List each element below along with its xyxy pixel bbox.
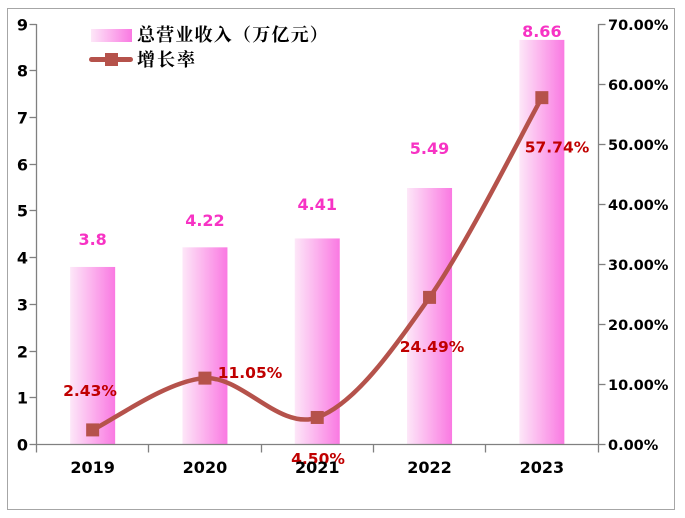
right-axis-label: 70.00% — [608, 18, 669, 34]
line-data-label: 4.50% — [291, 450, 345, 468]
legend-line-series-label: 增长率 — [137, 45, 197, 72]
bar-2019 — [70, 266, 116, 445]
line-marker-2023 — [535, 91, 549, 105]
x-axis-label: 2019 — [70, 458, 115, 477]
right-axis-label: 40.00% — [608, 198, 669, 214]
right-axis-label: 60.00% — [608, 78, 669, 94]
line-marker-2021 — [310, 410, 324, 424]
bar-data-label: 8.66 — [522, 22, 561, 41]
growth-rate-line — [90, 95, 545, 433]
left-axis-label: 6 — [17, 155, 28, 174]
left-axis-label: 5 — [17, 201, 28, 220]
left-axis-label: 1 — [17, 388, 28, 407]
bar-2020 — [182, 247, 228, 445]
legend-bar-swatch — [91, 29, 132, 42]
line-data-label: 11.05% — [218, 364, 283, 382]
bar-data-label: 3.8 — [78, 230, 106, 249]
line-data-label: 24.49% — [400, 338, 465, 356]
x-axis-label: 2022 — [407, 458, 452, 477]
left-axis-label: 9 — [17, 15, 28, 34]
line-marker-2019 — [86, 423, 100, 437]
bar-data-label: 4.22 — [185, 211, 224, 230]
x-axis-label: 2020 — [183, 458, 228, 477]
x-axis-label: 2021 — [295, 458, 340, 477]
right-axis-label: 0.00% — [608, 438, 659, 454]
left-axis-label: 8 — [17, 61, 28, 80]
right-axis-label: 20.00% — [608, 318, 669, 334]
left-axis-label: 2 — [17, 342, 28, 361]
legend-bar-series-label: 总营业收入（万亿元） — [137, 21, 329, 47]
left-axis-label: 4 — [17, 248, 28, 267]
legend-line-marker-icon — [104, 52, 118, 66]
right-axis-label: 30.00% — [608, 258, 669, 274]
left-axis-label: 7 — [17, 108, 28, 127]
left-axis-label: 0 — [17, 435, 28, 454]
right-axis-label: 50.00% — [608, 138, 669, 154]
line-data-label: 2.43% — [63, 382, 117, 400]
bar-2023 — [519, 39, 565, 445]
line-data-label: 57.74% — [525, 138, 590, 156]
right-axis-label: 10.00% — [608, 378, 669, 394]
bar-data-label: 4.41 — [298, 195, 337, 214]
line-marker-2022 — [423, 290, 437, 304]
x-axis-label: 2023 — [520, 458, 565, 477]
bar-data-label: 5.49 — [410, 139, 449, 158]
line-marker-2020 — [198, 371, 212, 385]
left-axis-label: 3 — [17, 295, 28, 314]
